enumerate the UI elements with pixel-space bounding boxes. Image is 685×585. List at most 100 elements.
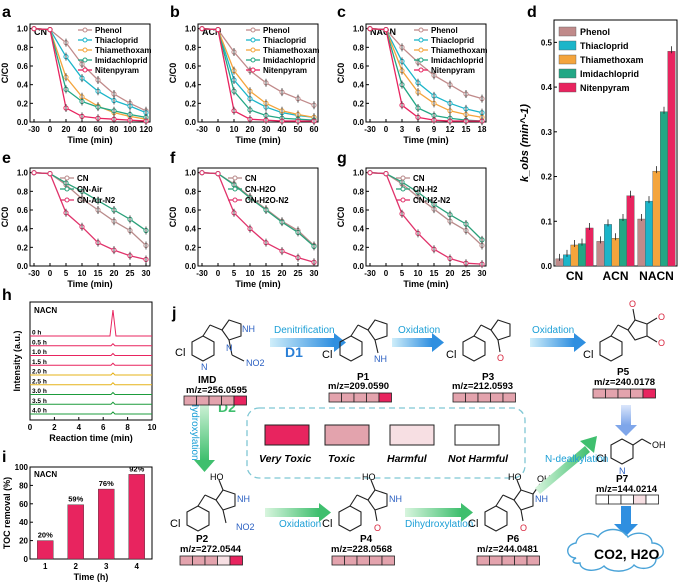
label-oxidation-2: Oxidation [532,325,574,336]
chart-title: CN [34,27,47,37]
p2-atom-cl: Cl [170,518,180,530]
legend-marker [82,67,88,73]
toc-data-label: 92% [129,464,144,473]
trace-label: 2.5 h [32,378,47,385]
legend-marker [418,47,424,53]
molecule-p3 [462,319,511,362]
ytick-label: 0.0 [185,262,197,271]
ytick-label: 0.4 [185,81,197,90]
trace-label: 2.0 h [32,369,47,376]
legend-swatch-not-harmful [454,424,500,446]
toxicity-cell-p7 [633,494,647,505]
arrow-oxidation-1-head [432,333,444,352]
series-line-cn-h2o-n2 [201,172,315,263]
data-point [215,27,221,33]
ytick-label: 0.4 [185,225,197,234]
toxicity-cell-p7 [645,494,659,505]
series-line-phenol [369,28,483,100]
toc-data-label: 20% [38,531,53,540]
data-point [215,171,221,177]
legend-label: Thiamethoxam [580,55,644,65]
p3-atom-o: O [497,353,504,363]
legend-label: Nitenpyram [431,66,475,75]
y-axis-label: k_obs (min^-1) [519,104,531,182]
xtick-label: 40 [78,125,87,134]
molecule-p6 [484,479,541,532]
toxicity-cell-p1 [353,392,367,403]
legend-label: CN [77,174,89,183]
legend-marker [400,186,406,192]
chart-d: 0.0 0.1 0.2 0.3 0.4 0.5 CN ACN NACN k_obs (min^-1… [519,19,678,283]
y-axis-label: C/C0 [168,63,178,84]
label-n-dealkylation: N-dealkylation [545,454,608,465]
legend-label: CN-H2-N2 [413,196,451,205]
toxicity-cell-p4 [331,555,345,566]
legend-label: Thiamethoxam [263,46,319,55]
p6-atom-oh: OH [537,474,551,484]
toxicity-cell-p2 [229,555,243,566]
xtick-label: -30 [364,269,376,278]
p6-atom-o: O [520,523,527,533]
xtick-label: 20 [446,269,455,278]
legend-label: Thiamethoxam [95,46,151,55]
xtick-label: 100 [123,125,137,134]
ytick-label: 0.8 [353,187,365,196]
y-axis-label: Intensity (a.u.) [12,330,22,391]
bar-thiamethoxam [611,238,620,267]
label-oxidation-1: Oxidation [398,325,440,336]
legend-marker [400,175,406,181]
toc-bar [128,474,145,560]
p4-mz: m/z=228.0568 [331,544,392,555]
toxicity-cell-p4 [381,555,395,566]
xtick-label: 60 [310,125,319,134]
arrow-p7-to-co2-head [614,524,638,536]
toxicity-cell-p5 [630,388,644,399]
ytick-label: 0.8 [17,187,29,196]
p7-mz: m/z=144.0214 [596,484,658,495]
toc-bar [67,504,84,560]
ytick-label: 0.4 [541,83,553,92]
ytick-label: 40 [19,518,28,527]
final-product: CO2, H2O [594,546,659,562]
series-line-cn-air [33,172,147,232]
xtick-label: 20 [246,125,255,134]
xtick-label: 0 [48,125,53,134]
category-label: 1 [43,562,48,571]
legend-marker [418,57,424,63]
y-axis-label: C/C0 [168,207,178,228]
axes-frame-h [29,301,153,421]
arrow-hydroxylation [200,400,209,460]
toxicity-cell-p5 [642,388,656,399]
data-point [47,171,53,177]
bar-thiamethoxam [652,170,661,267]
data-point [31,170,37,176]
toxicity-cell-p5 [605,388,619,399]
series-line-cn-h2-n2 [369,172,483,265]
legend-label: CN-H2O-N2 [245,196,289,205]
data-point [47,27,53,33]
bar-thiacloprid [604,224,612,267]
xtick-label: 5 [64,269,69,278]
series-line-cn [369,172,483,246]
toxicity-cell-p2 [204,555,218,566]
legend-label: Nitenpyram [263,66,307,75]
category-label: ACN [603,269,629,283]
legend-marker [82,57,88,63]
legend-label: Phenol [263,26,290,35]
chart-h: 0 2 4 6 8 10 Reaction time (min) Intensity (a.u… [12,301,157,443]
xtick-label: 20 [278,269,287,278]
xtick-label: 10 [414,269,423,278]
label-dihydroxylation: Dihydroxylation [405,519,473,530]
trace-label: 0 h [32,330,41,337]
data-point [199,170,205,176]
xtick-label: 20 [62,125,71,134]
imd-atom-n: N [201,362,208,372]
arrow-oxidation-3 [265,508,319,517]
toxicity-cell-p1 [341,392,355,403]
legend-swatch-very-toxic [264,424,310,446]
ytick-label: 0.2 [541,173,553,182]
trace-label: 1.0 h [32,349,47,356]
p5-atom-cl: Cl [583,349,593,361]
p7-label: P7 [616,474,629,485]
legend-label: Nitenpyram [95,66,139,75]
